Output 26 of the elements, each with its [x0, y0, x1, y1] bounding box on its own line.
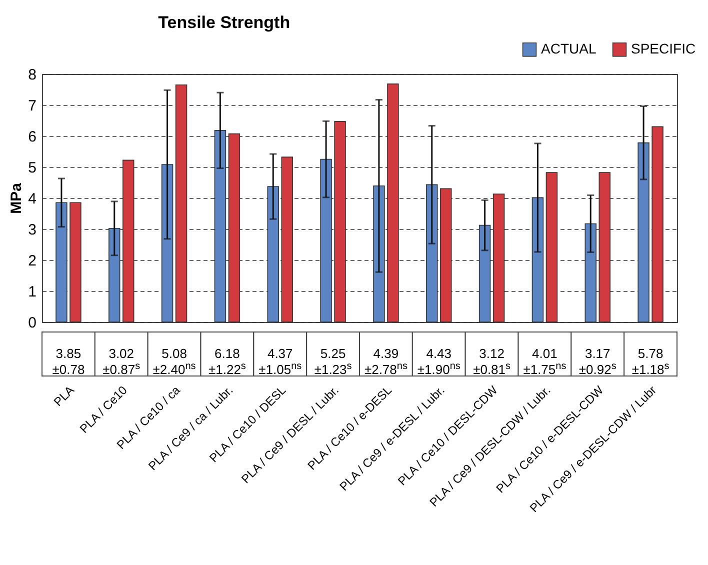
- data-label: 5.78 ±1.18$^{s}$: [632, 346, 670, 377]
- data-label: 5.08 ±2.40$^{ns}$: [152, 346, 196, 377]
- data-label: 3.17 ±0.92$^{s}$: [578, 346, 616, 377]
- y-tick-label: 8: [28, 66, 36, 84]
- y-tick-label: 1: [28, 284, 36, 300]
- y-tick-label: 0: [28, 314, 36, 332]
- y-tick-label: 3: [28, 222, 36, 238]
- y-axis-title: MPa: [8, 182, 26, 214]
- y-tick-label: 5: [28, 160, 36, 176]
- data-label: 4.43 ±1.90$^{ns}$: [417, 346, 460, 377]
- y-tick-label: 6: [28, 128, 36, 146]
- chart-title: Tensile Strength: [158, 13, 290, 32]
- y-tick-label: 7: [28, 98, 36, 114]
- data-label: 3.12 ±0.81$^{s}$: [473, 346, 511, 377]
- data-label: 4.39 ±2.78$^{ns}$: [364, 346, 408, 377]
- data-label: 3.85 ±0.78: [52, 346, 85, 377]
- x-tick-label: PLA: [51, 383, 77, 410]
- legend-label: ACTUAL: [541, 40, 596, 57]
- y-tick-label: 2: [28, 252, 36, 270]
- data-label: 6.18 ±1.22$^{s}$: [208, 346, 246, 377]
- data-label: 4.01 ±1.75$^{ns}$: [523, 346, 566, 377]
- data-label: 4.37 ±1.05$^{ns}$: [258, 346, 302, 377]
- data-label: 5.25 ±1.23$^{s}$: [314, 346, 352, 377]
- data-label: 3.02 ±0.87$^{s}$: [102, 346, 140, 377]
- y-tick-label: 4: [28, 190, 36, 208]
- legend-label: SPECIFIC: [631, 40, 696, 57]
